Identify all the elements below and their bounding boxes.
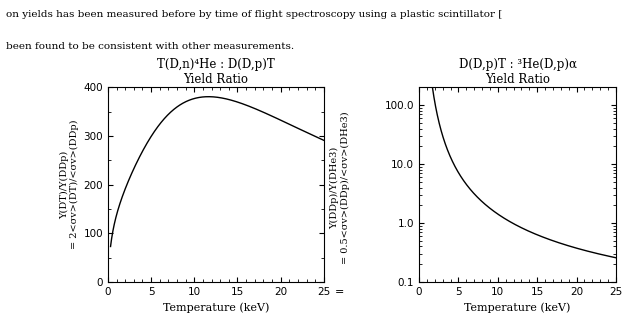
Title: T(D,n)⁴He : D(D,p)T
Yield Ratio: T(D,n)⁴He : D(D,p)T Yield Ratio xyxy=(157,58,275,86)
Text: =: = xyxy=(335,287,344,296)
X-axis label: Temperature (keV): Temperature (keV) xyxy=(163,302,269,313)
Text: Y(DDp)/Y(DHe3)
= 0.5<σv>(DDp)/<σv>(DHe3): Y(DDp)/Y(DHe3) = 0.5<σv>(DDp)/<σv>(DHe3) xyxy=(330,111,349,264)
Text: been found to be consistent with other measurements.: been found to be consistent with other m… xyxy=(6,42,295,51)
Y-axis label: Y(DT)/Y(DDp)
= 2<σv>(DT)/<σv>(DDp): Y(DT)/Y(DDp) = 2<σv>(DT)/<σv>(DDp) xyxy=(60,120,79,249)
X-axis label: Temperature (keV): Temperature (keV) xyxy=(464,302,571,313)
Text: on yields has been measured before by time of flight spectroscopy using a plasti: on yields has been measured before by ti… xyxy=(6,10,503,19)
Title: D(D,p)T : ³He(D,p)α
Yield Ratio: D(D,p)T : ³He(D,p)α Yield Ratio xyxy=(458,58,577,86)
